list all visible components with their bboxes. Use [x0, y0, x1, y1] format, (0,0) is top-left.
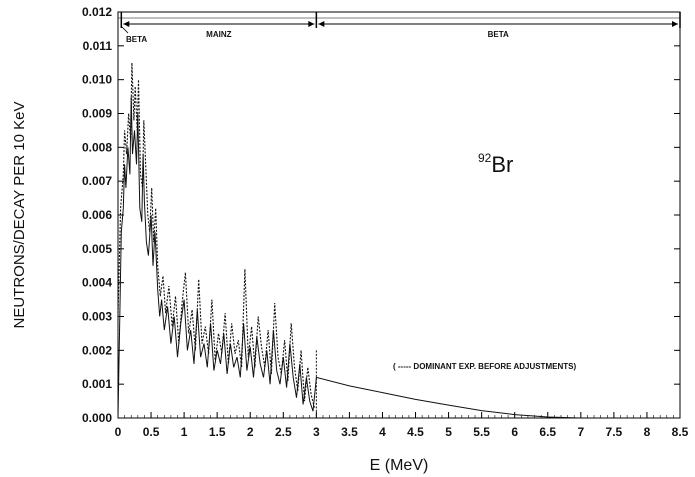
y-tick-label: 0.009 [82, 107, 112, 121]
y-tick-label: 0.008 [82, 140, 112, 154]
x-axis-title: E (MeV) [370, 457, 429, 474]
x-tick-label: 7 [577, 425, 584, 439]
x-tick-label: 3 [313, 425, 320, 439]
region-label: MAINZ [206, 30, 231, 39]
y-tick-label: 0.007 [82, 174, 112, 188]
region-pointer [120, 25, 129, 34]
legend-text: ( ----- DOMINANT EXP. BEFORE ADJUSTMENTS… [393, 362, 576, 371]
region-label: BETA [488, 30, 509, 39]
y-tick-label: 0.002 [82, 343, 112, 357]
y-axis-ticks: 0.000 0.001 0.002 0.003 0.004 0.005 0.006 0.007… [82, 5, 680, 425]
x-tick-label: 0 [115, 425, 122, 439]
x-tick-label: 3.5 [341, 425, 358, 439]
x-tick-label: 5 [445, 425, 452, 439]
isotope-label: 92Br [478, 151, 513, 177]
x-tick-label: 2 [247, 425, 254, 439]
x-axis-ticks: 0 0.5 1 1.5 2 2.5 3 3.5 4 4.5 5 5.5 6 6.5 7 7.5 8 8.5 [115, 412, 689, 439]
x-tick-label: 8.5 [672, 425, 689, 439]
series-group [117, 62, 581, 419]
plot-frame [117, 11, 681, 419]
x-tick-label: 1 [181, 425, 188, 439]
series-line-dotted [117, 62, 315, 409]
y-tick-label: 0.011 [83, 39, 113, 53]
y-tick-label: 0.010 [82, 73, 112, 87]
x-tick-label: 4.5 [407, 425, 424, 439]
isotope-element: Br [491, 152, 513, 177]
x-tick-label: 1.5 [209, 425, 226, 439]
y-tick-label: 0.003 [82, 310, 112, 324]
y-tick-label: 0.005 [82, 242, 112, 256]
region-arrow-head-left [123, 21, 130, 27]
isotope-superscript: 92 [478, 151, 492, 165]
region-bar: BETA MAINZ BETA [118, 12, 681, 44]
region-label: BETA [126, 35, 147, 44]
series-line-solid [117, 96, 581, 419]
y-tick-label: 0.012 [82, 5, 112, 19]
x-tick-label: 7.5 [606, 425, 623, 439]
region-arrow-head-right [672, 21, 678, 27]
y-tick-label: 0.001 [82, 377, 112, 391]
x-tick-label: 8 [644, 425, 651, 439]
x-tick-label: 6 [511, 425, 518, 439]
y-tick-label: 0.004 [82, 276, 112, 290]
y-tick-label: 0.006 [82, 208, 112, 222]
x-tick-label: 2.5 [275, 425, 292, 439]
x-tick-label: 6.5 [539, 425, 556, 439]
region-arrow-head-left [318, 21, 325, 27]
y-axis-title: NEUTRONS/DECAY PER 10 KeV [11, 101, 28, 328]
x-tick-label: 4 [379, 425, 386, 439]
x-tick-label: 5.5 [473, 425, 490, 439]
region-arrow-head-right [308, 21, 315, 27]
y-tick-label: 0.000 [82, 411, 112, 425]
x-tick-label: 0.5 [143, 425, 160, 439]
